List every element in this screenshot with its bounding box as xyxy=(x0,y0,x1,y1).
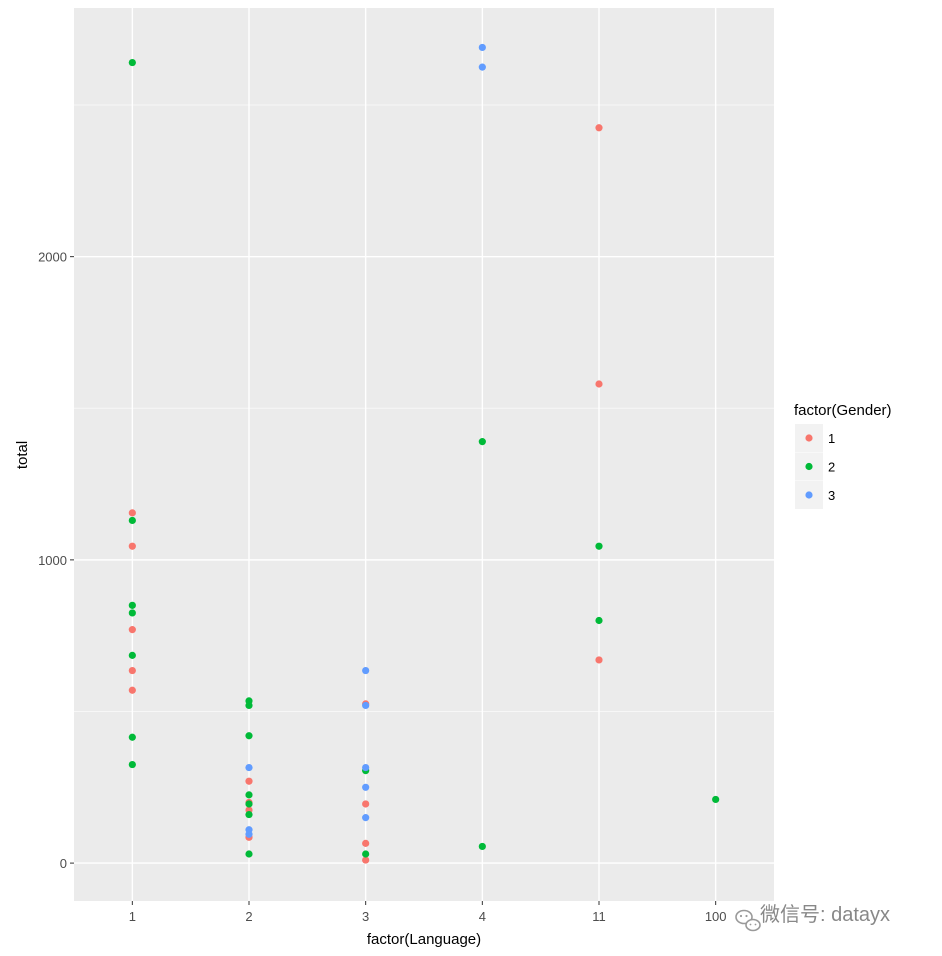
legend-title: factor(Gender) xyxy=(794,402,892,419)
data-point-gender-1 xyxy=(128,542,136,550)
data-point-gender-3 xyxy=(245,763,253,772)
data-point-gender-2 xyxy=(128,516,136,525)
x-tick-label: 11 xyxy=(592,909,606,924)
data-point-gender-3 xyxy=(362,814,370,822)
grid-lines xyxy=(74,8,774,901)
x-tick-label: 2 xyxy=(245,909,252,924)
data-point-gender-3 xyxy=(362,763,370,772)
data-point-gender-2 xyxy=(245,810,253,819)
data-point-gender-2 xyxy=(245,701,253,710)
data-point-gender-2 xyxy=(245,732,253,740)
legend-label: 3 xyxy=(828,488,835,503)
data-point-gender-1 xyxy=(128,509,136,517)
data-point-gender-2 xyxy=(128,733,136,741)
y-tick-label: 0 xyxy=(60,856,67,871)
x-tick-label: 3 xyxy=(362,909,369,924)
data-point-gender-2 xyxy=(595,616,603,625)
data-points xyxy=(128,43,720,864)
axes: 0 1000 2000 1 2 3 4 11 100 xyxy=(38,250,726,924)
data-point-gender-1 xyxy=(128,686,136,694)
data-point-gender-2 xyxy=(478,438,486,446)
legend-key-point xyxy=(805,491,813,499)
watermark: 微信号: datayx xyxy=(735,903,890,932)
watermark-text: 微信号: datayx xyxy=(760,903,890,926)
data-point-gender-2 xyxy=(128,651,136,659)
data-point-gender-2 xyxy=(245,800,253,808)
y-tick-label: 1000 xyxy=(38,553,67,568)
legend-label: 2 xyxy=(828,460,835,475)
data-point-gender-1 xyxy=(362,839,370,847)
legend-key-point xyxy=(805,434,813,442)
x-tick-label: 1 xyxy=(129,909,136,924)
data-point-gender-3 xyxy=(362,783,370,791)
data-point-gender-2 xyxy=(128,601,136,609)
data-point-gender-1 xyxy=(595,380,603,388)
x-tick-label: 4 xyxy=(479,909,486,924)
data-point-gender-2 xyxy=(712,795,720,804)
legend-label: 1 xyxy=(828,431,835,446)
data-point-gender-1 xyxy=(128,666,136,675)
data-point-gender-2 xyxy=(245,791,253,799)
data-point-gender-2 xyxy=(128,609,136,617)
data-point-gender-3 xyxy=(245,830,253,838)
x-axis-title: factor(Language) xyxy=(367,931,481,948)
data-point-gender-1 xyxy=(245,777,253,785)
legend-key-point xyxy=(805,462,813,471)
legend: factor(Gender) 1 2 3 xyxy=(794,402,892,509)
data-point-gender-3 xyxy=(362,701,370,710)
data-point-gender-2 xyxy=(595,542,603,550)
data-point-gender-1 xyxy=(362,856,370,864)
data-point-gender-2 xyxy=(362,850,370,858)
plot-panel xyxy=(74,8,774,901)
x-tick-label: 100 xyxy=(705,909,727,924)
data-point-gender-3 xyxy=(362,666,370,675)
data-point-gender-2 xyxy=(245,850,253,858)
data-point-gender-3 xyxy=(478,43,486,52)
data-point-gender-1 xyxy=(128,626,136,634)
data-point-gender-3 xyxy=(478,63,486,71)
data-point-gender-2 xyxy=(478,842,486,851)
wechat-logo-icon xyxy=(735,909,761,932)
data-point-gender-1 xyxy=(362,800,370,808)
y-tick-label: 2000 xyxy=(38,250,67,265)
data-point-gender-2 xyxy=(128,58,136,67)
data-point-gender-2 xyxy=(128,760,136,769)
data-point-gender-1 xyxy=(595,656,603,664)
y-axis-title: total xyxy=(14,441,31,469)
data-point-gender-1 xyxy=(595,124,603,132)
